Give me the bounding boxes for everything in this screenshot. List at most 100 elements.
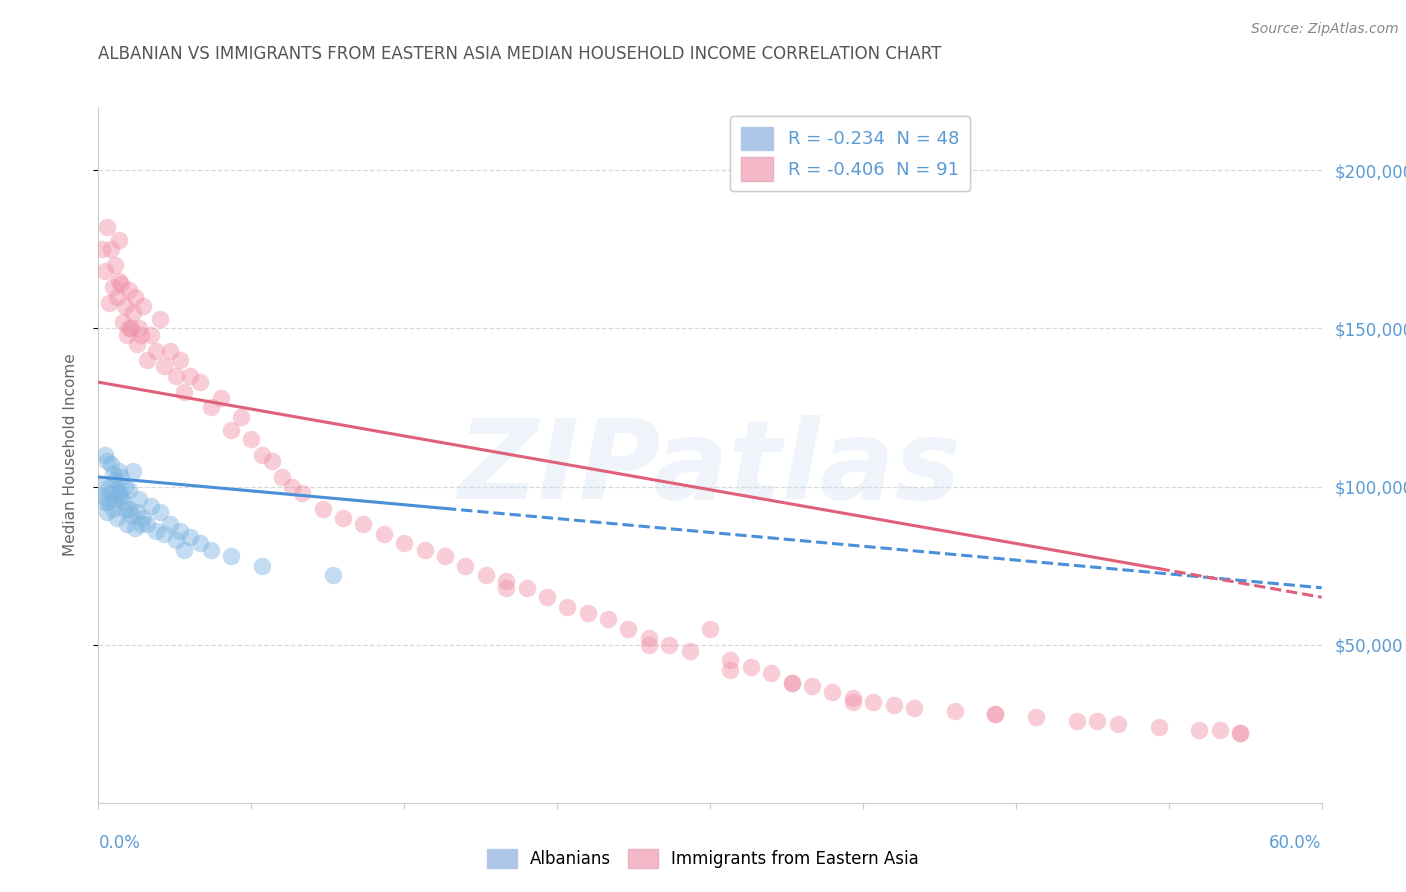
Point [322,568,344,582]
Point [903,701,925,715]
Point [434,549,457,563]
Text: 60.0%: 60.0% [1270,834,1322,852]
Point [250,448,273,462]
Point [200,542,222,557]
Point [96,505,118,519]
Point [115,517,138,532]
Point [118,284,141,298]
Point [152,359,174,374]
Point [413,542,436,557]
Point [862,695,884,709]
Point [495,574,517,589]
Point [219,423,242,437]
Point [93,448,115,462]
Point [173,542,195,557]
Text: 0.0%: 0.0% [98,834,141,852]
Point [128,492,150,507]
Text: ALBANIAN VS IMMIGRANTS FROM EASTERN ASIA MEDIAN HOUSEHOLD INCOME CORRELATION CHA: ALBANIAN VS IMMIGRANTS FROM EASTERN ASIA… [98,45,942,62]
Point [127,337,149,351]
Point [1229,726,1251,740]
Y-axis label: Median Household Income: Median Household Income [63,353,77,557]
Point [120,321,142,335]
Point [1188,723,1211,737]
Point [219,549,242,563]
Point [638,638,661,652]
Point [149,312,172,326]
Point [1025,710,1047,724]
Point [122,305,145,319]
Point [136,353,159,368]
Point [105,483,128,497]
Point [124,521,146,535]
Point [89,479,111,493]
Point [984,707,1007,722]
Text: Source: ZipAtlas.com: Source: ZipAtlas.com [1251,22,1399,37]
Point [118,483,141,497]
Point [373,527,395,541]
Point [120,508,142,522]
Point [104,492,127,507]
Point [250,558,273,573]
Point [841,695,863,709]
Point [169,524,191,538]
Point [516,581,538,595]
Point [165,368,187,383]
Text: ZIPatlas: ZIPatlas [458,416,962,523]
Point [883,698,905,712]
Point [128,321,150,335]
Legend: R = -0.234  N = 48, R = -0.406  N = 91: R = -0.234 N = 48, R = -0.406 N = 91 [730,116,970,192]
Point [576,606,599,620]
Point [984,707,1007,722]
Point [129,327,152,342]
Point [141,327,163,342]
Point [495,581,517,595]
Point [114,501,136,516]
Point [617,622,640,636]
Point [114,299,136,313]
Point [173,384,195,399]
Point [105,290,128,304]
Point [188,375,212,389]
Point [136,517,159,532]
Point [638,632,661,646]
Point [145,343,167,358]
Point [129,517,152,532]
Point [108,274,131,288]
Point [114,479,136,493]
Point [111,315,134,329]
Point [118,501,141,516]
Point [105,511,128,525]
Legend: Albanians, Immigrants from Eastern Asia: Albanians, Immigrants from Eastern Asia [481,842,925,875]
Point [801,679,824,693]
Point [1066,714,1088,728]
Point [392,536,416,550]
Point [145,524,167,538]
Point [111,495,134,509]
Point [100,243,122,257]
Point [312,501,335,516]
Point [281,479,304,493]
Point [97,296,120,310]
Point [270,470,294,484]
Point [740,660,762,674]
Point [1085,714,1108,728]
Point [699,622,721,636]
Point [110,470,132,484]
Point [104,473,127,487]
Point [115,327,138,342]
Point [91,243,114,257]
Point [536,591,558,605]
Point [598,612,620,626]
Point [841,691,863,706]
Point [127,505,149,519]
Point [122,464,145,478]
Point [97,479,120,493]
Point [96,454,118,468]
Point [231,409,253,424]
Point [179,530,201,544]
Point [149,505,172,519]
Point [209,391,232,405]
Point [93,495,115,509]
Point [679,644,702,658]
Point [332,511,354,525]
